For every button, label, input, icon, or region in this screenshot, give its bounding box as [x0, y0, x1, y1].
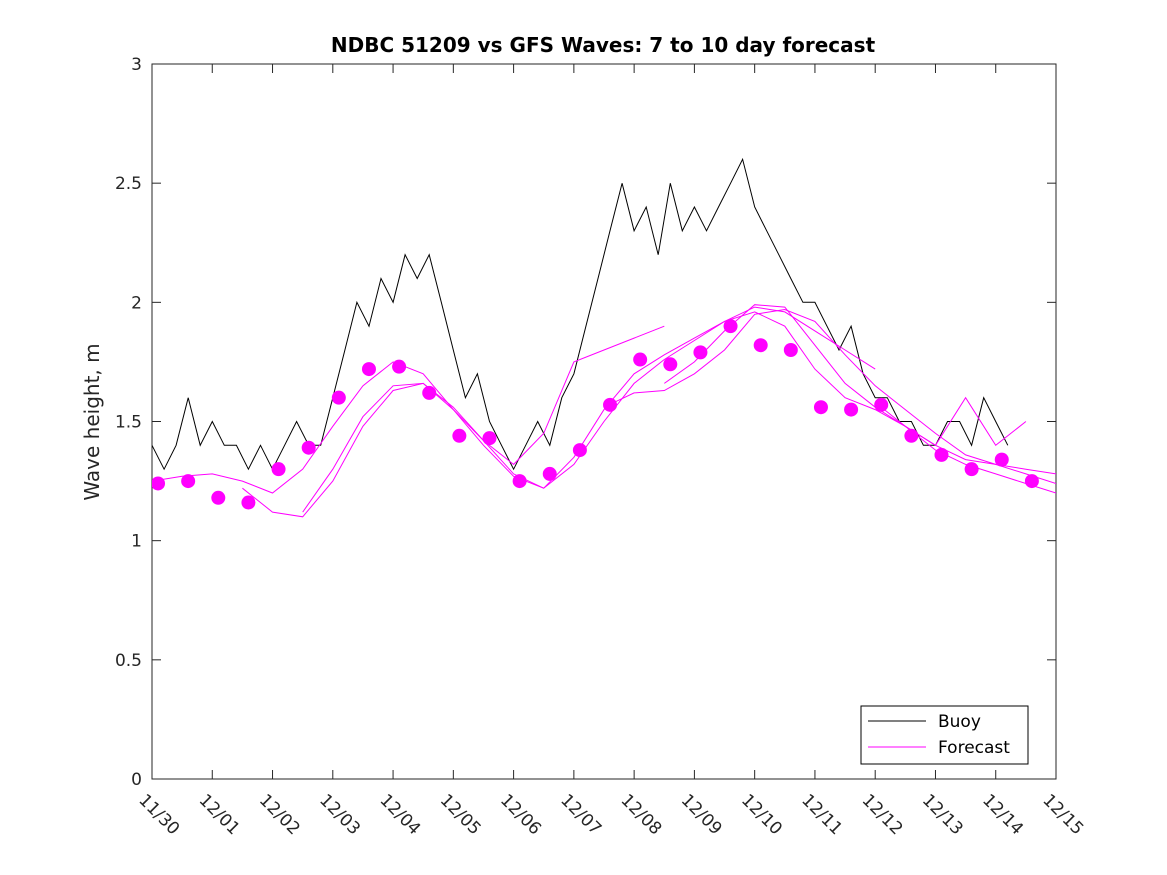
forecast-marker — [633, 352, 648, 367]
forecast-marker — [361, 362, 376, 377]
forecast-marker — [813, 400, 828, 415]
forecast-marker — [1024, 474, 1039, 489]
forecast-marker — [572, 443, 587, 458]
forecast-marker — [422, 385, 437, 400]
y-tick-label: 0.5 — [115, 651, 142, 671]
forecast-marker — [241, 495, 256, 510]
forecast-marker — [301, 440, 316, 455]
forecast-marker — [934, 447, 949, 462]
y-tick-label: 2.5 — [115, 174, 142, 194]
forecast-marker — [181, 474, 196, 489]
legend: Buoy Forecast — [860, 705, 1029, 765]
series-group — [152, 157, 1056, 518]
y-tick-label: 2 — [131, 293, 142, 313]
forecast-series-line-2 — [242, 306, 876, 518]
forecast-marker — [964, 462, 979, 477]
forecast-marker — [152, 476, 166, 491]
y-tick-label: 3 — [131, 55, 142, 75]
forecast-marker — [542, 466, 557, 481]
forecast-marker — [331, 390, 346, 405]
forecast-marker — [753, 338, 768, 353]
forecast-marker — [904, 428, 919, 443]
forecast-marker — [512, 474, 527, 489]
legend-forecast-label: Forecast — [938, 738, 1010, 758]
forecast-marker — [603, 397, 618, 412]
forecast-marker — [392, 359, 407, 374]
forecast-marker — [723, 319, 738, 334]
forecast-series-line-1 — [152, 325, 665, 494]
buoy-series-line — [152, 157, 1009, 471]
forecast-marker — [482, 431, 497, 446]
forecast-marker — [271, 462, 286, 477]
forecast-marker — [994, 452, 1009, 467]
y-axis-label: Wave height, m — [80, 343, 104, 500]
forecast-series-line-4 — [603, 308, 1056, 484]
chart-title: NDBC 51209 vs GFS Waves: 7 to 10 day for… — [331, 33, 876, 57]
y-tick-label: 0 — [131, 770, 142, 790]
legend-buoy-label: Buoy — [938, 712, 981, 732]
forecast-marker — [663, 357, 678, 372]
y-tick-label: 1.5 — [115, 413, 142, 433]
forecast-marker — [693, 345, 708, 360]
forecast-marker — [844, 402, 859, 417]
y-tick-label: 1 — [131, 532, 142, 552]
forecast-series-line-6 — [874, 396, 1027, 447]
forecast-marker — [783, 343, 798, 357]
forecast-marker — [874, 397, 889, 412]
legend-box — [860, 705, 1029, 765]
forecast-marker — [452, 428, 467, 443]
forecast-marker — [211, 490, 226, 505]
